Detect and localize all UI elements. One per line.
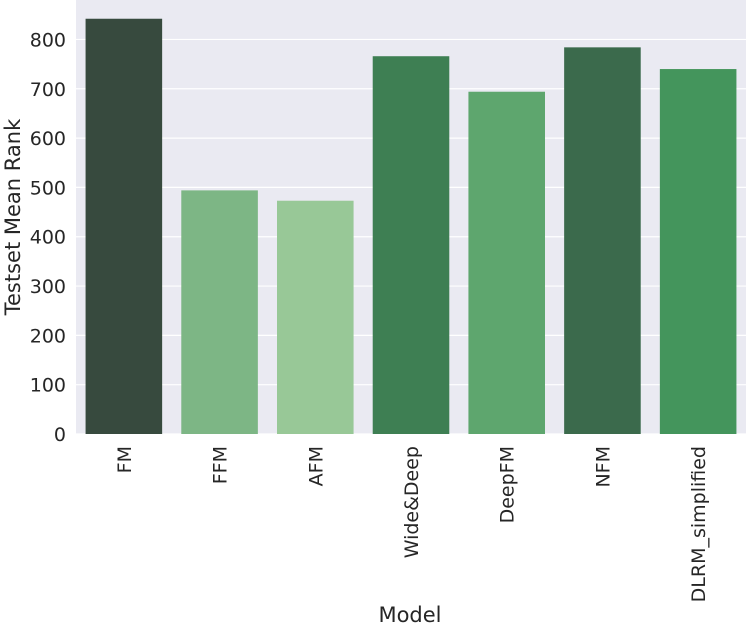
y-tick-label: 400 (30, 227, 66, 249)
bar (564, 47, 641, 434)
x-tick-label: DLRM_simplified (688, 446, 710, 602)
x-tick-label: DeepFM (497, 446, 519, 523)
x-axis-label: Model (378, 603, 441, 624)
y-tick-label: 0 (54, 424, 66, 446)
y-axis-label: Testset Mean Rank (1, 118, 25, 316)
bar (85, 18, 163, 435)
bar (659, 69, 737, 434)
y-tick-label: 300 (30, 276, 66, 298)
y-tick-label: 500 (30, 177, 66, 199)
x-tick-label: FM (114, 446, 136, 473)
x-tick-label: FFM (210, 446, 232, 484)
y-tick-labels: 0 100 200 300 400 500 600 700 800 (30, 29, 66, 446)
bar (277, 200, 354, 434)
x-tick-labels: FM FFM AFM Wide&Deep DeepFM NFM DLRM_simplifie… (114, 446, 710, 602)
bar (468, 91, 545, 435)
x-tick-label: Wide&Deep (401, 446, 423, 558)
y-tick-label: 200 (30, 325, 66, 347)
x-tick-label: NFM (592, 446, 614, 488)
y-tick-label: 800 (30, 29, 66, 51)
bars (85, 18, 737, 435)
bar (181, 190, 258, 434)
y-tick-label: 100 (30, 375, 66, 397)
y-tick-label: 700 (30, 79, 66, 101)
y-tick-label: 600 (30, 128, 66, 150)
bar (372, 56, 450, 435)
x-tick-label: AFM (305, 446, 327, 486)
